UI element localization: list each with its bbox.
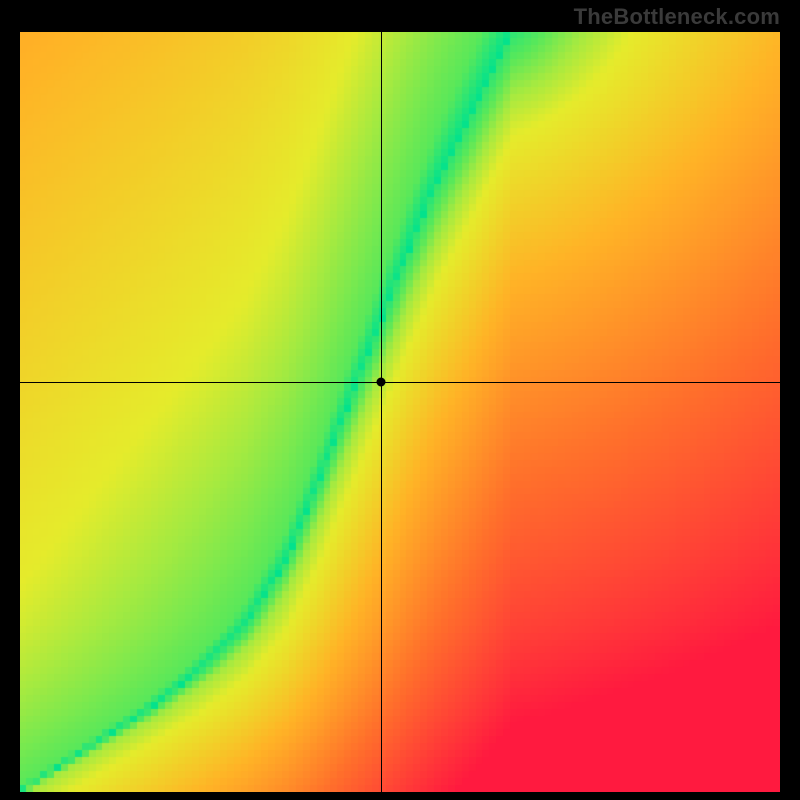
crosshair-vertical [381, 32, 382, 792]
crosshair-horizontal [20, 382, 780, 383]
watermark-text: TheBottleneck.com [574, 4, 780, 30]
heatmap-canvas [20, 32, 780, 792]
crosshair-marker [377, 377, 386, 386]
heatmap-plot [20, 32, 780, 792]
